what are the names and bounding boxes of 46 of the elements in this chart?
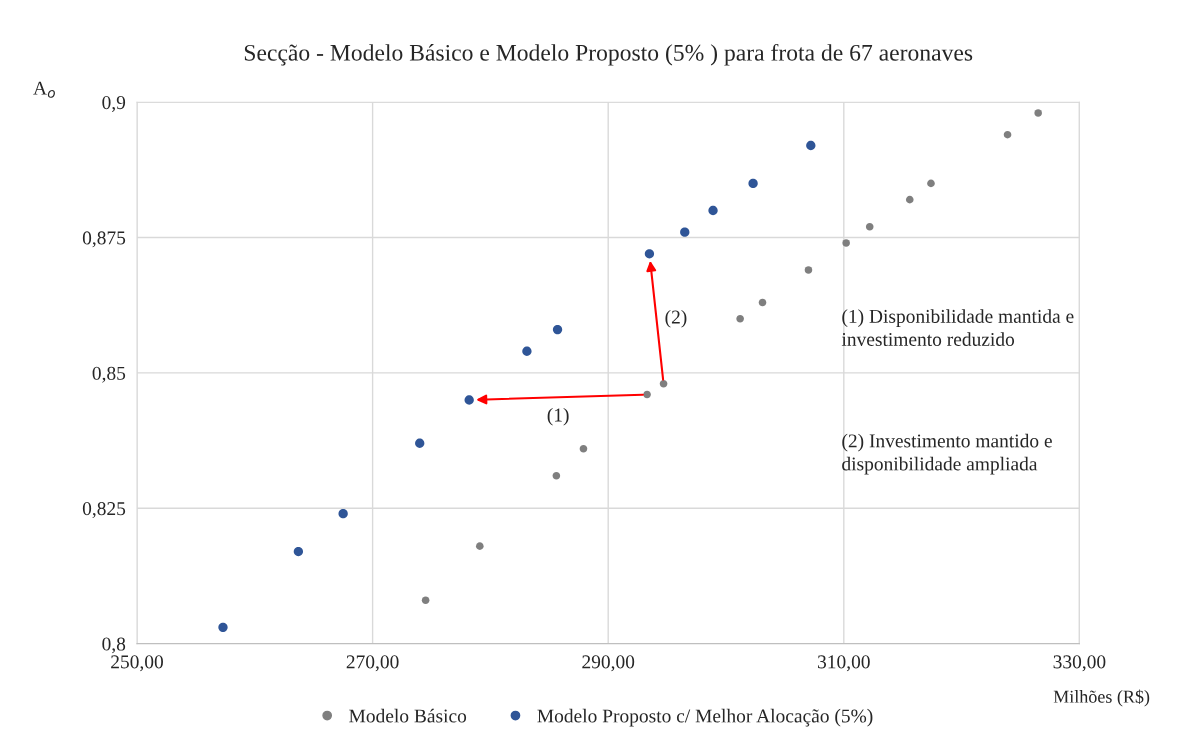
point xyxy=(421,596,430,605)
point xyxy=(552,471,561,480)
point xyxy=(748,178,758,189)
point xyxy=(522,346,532,356)
point xyxy=(806,140,816,151)
x-tick-label: 270,00 xyxy=(346,655,399,672)
y-axis-title: A$_{o}$ xyxy=(33,81,55,98)
point xyxy=(644,249,655,259)
point xyxy=(758,298,767,307)
point xyxy=(659,379,668,388)
annotation: (1) Disponibilidade mantida e investimento reduzido xyxy=(841,309,1074,346)
point xyxy=(905,195,914,204)
chart-title: Secção - Modelo Básico e Modelo Proposto (5% ) para frota de 67 aeronaves xyxy=(244,43,973,66)
point xyxy=(475,542,484,550)
point xyxy=(338,509,348,519)
point xyxy=(1034,109,1042,117)
point xyxy=(927,179,935,188)
point xyxy=(464,395,474,405)
point xyxy=(736,314,744,323)
point xyxy=(643,390,651,399)
x-tick-label: 310,00 xyxy=(817,655,870,672)
point xyxy=(865,222,874,231)
annotation: (1) xyxy=(547,407,569,426)
point xyxy=(579,444,588,453)
y-tick-label: 0,875 xyxy=(82,231,126,248)
x-tick-label: 290,00 xyxy=(582,655,635,672)
point xyxy=(680,227,690,237)
point xyxy=(552,324,563,335)
y-tick-label: 0,9 xyxy=(102,96,126,112)
legend-label: Modelo Básico xyxy=(349,708,467,723)
x-axis-title: Milhões (R$) xyxy=(1053,689,1150,707)
point xyxy=(293,546,304,557)
y-tick-label: 0,825 xyxy=(82,502,126,518)
annotation: (2) Investimento mantido e disponibilidade ampliada xyxy=(842,433,1052,475)
point xyxy=(415,438,425,448)
annotation: (2) xyxy=(665,309,687,328)
point xyxy=(1003,130,1012,139)
point xyxy=(708,205,718,216)
legend-label: Modelo Proposto c/ Melhor Alocação (5%) xyxy=(537,708,873,727)
point xyxy=(218,622,228,633)
point xyxy=(842,239,850,247)
y-tick-label: 0,85 xyxy=(92,366,126,383)
point xyxy=(804,266,813,274)
y-tick-label: 0,8 xyxy=(102,637,126,654)
x-tick-label: 250,00 xyxy=(111,655,163,672)
x-tick-label: 330,00 xyxy=(1053,655,1106,672)
